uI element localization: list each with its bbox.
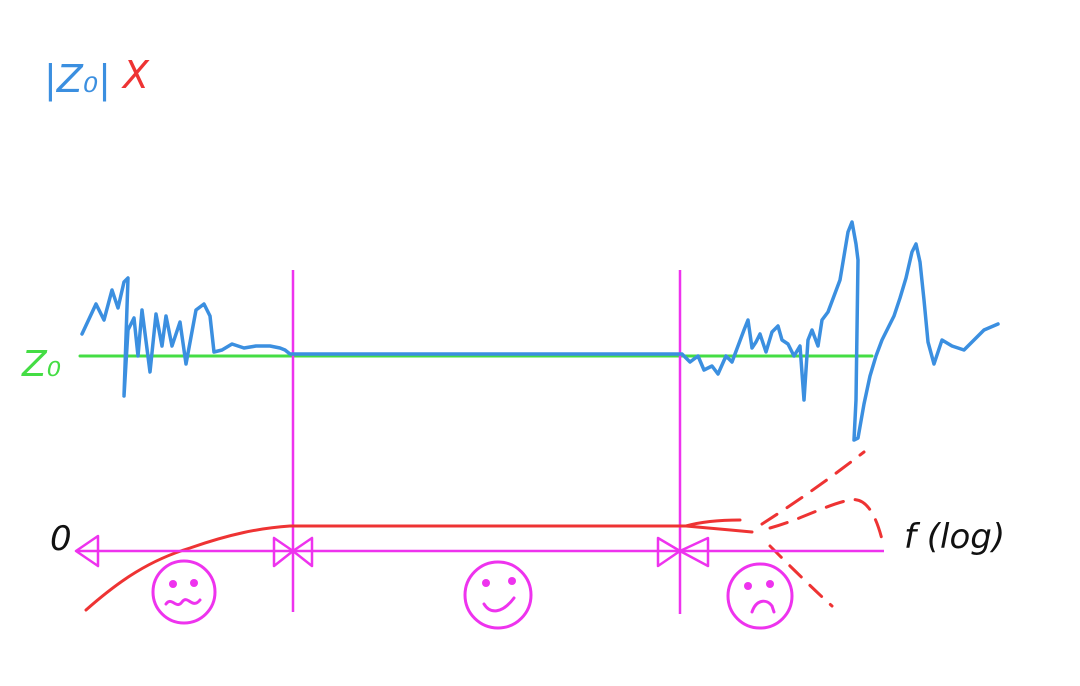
response-curve-arrow-cusp — [684, 518, 742, 528]
response-extrapolation-upper — [760, 450, 866, 526]
impedance-trace — [80, 220, 1000, 442]
response-curve — [84, 524, 754, 612]
band-marker-left — [272, 536, 314, 568]
title-quantity: |Z₀| — [44, 57, 111, 102]
title-mark: X — [121, 53, 150, 97]
sad-face-icon — [726, 562, 794, 630]
reference-level-label: Z₀ — [21, 344, 61, 385]
response-extrapolation-lower — [768, 544, 834, 608]
axis-arrowhead-left — [74, 534, 100, 568]
origin-label: 0 — [50, 519, 72, 559]
happy-face-icon — [463, 560, 533, 630]
response-extrapolation-middle — [768, 498, 886, 550]
band-marker-right — [656, 536, 710, 568]
frequency-axis-label: f (log) — [904, 517, 1005, 557]
worried-face-icon — [151, 559, 217, 625]
